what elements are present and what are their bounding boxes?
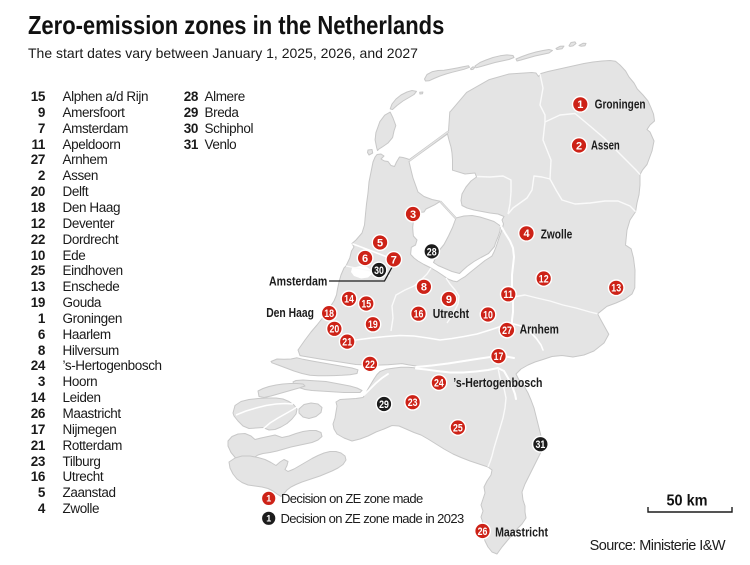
- svg-text:15: 15: [361, 298, 371, 310]
- svg-text:31: 31: [536, 439, 546, 451]
- svg-text:2: 2: [576, 140, 582, 152]
- svg-text:30: 30: [374, 265, 384, 277]
- svg-text:21: 21: [342, 337, 352, 349]
- svg-text:6: 6: [362, 253, 368, 265]
- svg-text:26: 26: [478, 526, 488, 538]
- svg-text:1: 1: [266, 514, 271, 524]
- svg-text:24: 24: [434, 378, 444, 390]
- svg-text:18: 18: [324, 308, 334, 320]
- svg-text:17: 17: [494, 351, 504, 363]
- svg-text:Utrecht: Utrecht: [433, 306, 470, 321]
- svg-text:Decision on ZE zone made: Decision on ZE zone made: [281, 491, 423, 506]
- svg-text:3: 3: [410, 209, 416, 221]
- svg-text:5: 5: [377, 237, 383, 249]
- svg-text:’s-Hertogenbosch: ’s-Hertogenbosch: [453, 375, 542, 390]
- svg-text:27: 27: [502, 325, 512, 337]
- svg-text:Zwolle: Zwolle: [541, 227, 573, 242]
- svg-text:7: 7: [391, 254, 397, 266]
- svg-text:Groningen: Groningen: [595, 97, 646, 112]
- svg-text:Arnhem: Arnhem: [520, 322, 559, 337]
- svg-text:50 km: 50 km: [667, 493, 708, 510]
- svg-text:16: 16: [414, 309, 424, 321]
- svg-text:10: 10: [483, 309, 493, 321]
- svg-text:11: 11: [503, 289, 513, 301]
- svg-text:8: 8: [421, 282, 427, 294]
- svg-text:22: 22: [365, 359, 375, 371]
- svg-text:25: 25: [453, 422, 463, 434]
- svg-text:9: 9: [446, 294, 452, 306]
- svg-text:Source: Ministerie I&W: Source: Ministerie I&W: [590, 538, 726, 554]
- svg-text:28: 28: [427, 246, 437, 258]
- svg-text:1: 1: [577, 99, 583, 111]
- svg-text:4: 4: [523, 228, 530, 240]
- svg-text:1: 1: [266, 494, 271, 504]
- svg-text:Assen: Assen: [591, 138, 620, 153]
- svg-text:Maastricht: Maastricht: [495, 525, 548, 540]
- svg-text:Decision on ZE zone made in 20: Decision on ZE zone made in 2023: [281, 511, 465, 526]
- svg-text:20: 20: [330, 324, 340, 336]
- svg-text:12: 12: [539, 273, 549, 285]
- svg-text:19: 19: [368, 319, 378, 331]
- svg-text:13: 13: [611, 283, 621, 295]
- svg-text:23: 23: [408, 397, 418, 409]
- svg-text:Den Haag: Den Haag: [266, 305, 314, 320]
- svg-text:Amsterdam: Amsterdam: [269, 273, 327, 288]
- svg-text:29: 29: [379, 399, 389, 411]
- svg-text:14: 14: [344, 294, 354, 306]
